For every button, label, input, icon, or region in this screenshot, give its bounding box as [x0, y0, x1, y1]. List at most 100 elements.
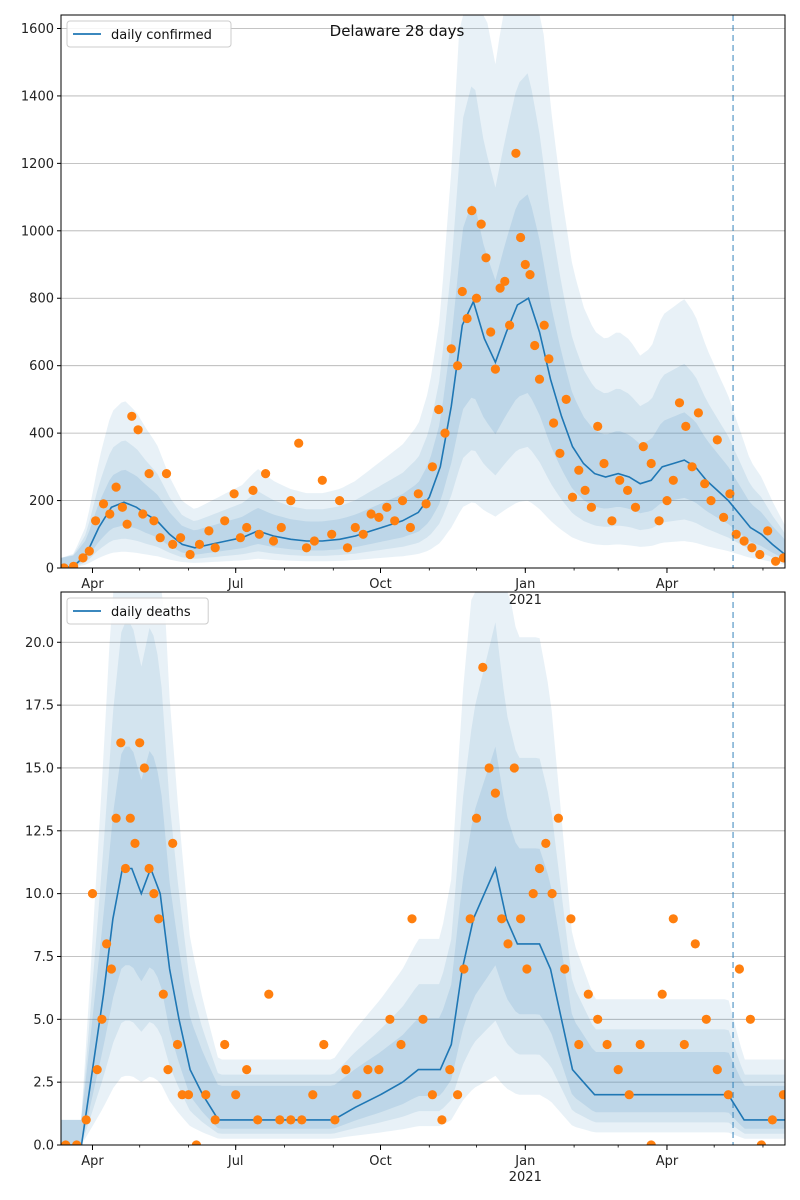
- data-point: [330, 1115, 340, 1125]
- uncertainty-band: [61, 592, 785, 1145]
- data-point: [490, 788, 500, 798]
- y-tick-label: 200: [29, 494, 54, 509]
- data-point: [553, 813, 564, 823]
- data-point: [599, 458, 609, 469]
- data-point: [163, 1065, 173, 1075]
- x-tick-label: Jul: [227, 577, 244, 592]
- data-point: [154, 914, 164, 924]
- data-point: [235, 533, 245, 543]
- data-point: [135, 738, 145, 748]
- data-point: [91, 516, 101, 526]
- uncertainty-band: [61, 746, 785, 1145]
- data-point: [229, 489, 239, 499]
- data-point: [78, 553, 88, 563]
- data-point: [630, 502, 641, 512]
- data-point: [679, 1039, 689, 1050]
- y-tick-label: 15.0: [25, 761, 54, 776]
- data-point: [111, 813, 121, 823]
- data-point: [139, 763, 149, 773]
- data-point: [602, 1039, 612, 1050]
- data-point: [161, 469, 172, 479]
- data-point: [317, 475, 327, 485]
- data-point: [755, 549, 765, 560]
- data-point: [210, 543, 220, 553]
- data-point: [264, 989, 274, 999]
- data-point: [615, 475, 625, 485]
- data-point: [712, 1065, 722, 1075]
- data-point: [505, 320, 515, 330]
- data-point: [276, 522, 286, 533]
- data-point: [102, 939, 112, 949]
- data-point: [231, 1090, 241, 1100]
- data-point: [560, 964, 570, 974]
- data-point: [308, 1090, 318, 1100]
- data-point: [350, 522, 360, 533]
- data-point: [725, 489, 735, 499]
- data-point: [481, 253, 491, 263]
- y-tick-label: 1600: [21, 22, 54, 37]
- x-tick-label: Apr: [656, 1154, 679, 1169]
- data-point: [706, 496, 716, 506]
- data-point: [382, 502, 392, 512]
- data-point: [286, 1115, 296, 1125]
- data-point: [61, 563, 69, 568]
- data-point: [457, 286, 467, 297]
- axes-frame: [60, 591, 786, 1146]
- data-point: [690, 939, 700, 949]
- data-point: [254, 529, 264, 539]
- data-point: [168, 838, 178, 849]
- y-tick-label: 0: [46, 562, 54, 577]
- data-point: [668, 475, 678, 485]
- x-tick-year-label: 2021: [509, 1170, 542, 1185]
- data-point: [374, 1065, 384, 1075]
- plot-area: [61, 15, 785, 568]
- data-point: [352, 1090, 362, 1100]
- uncertainty-band: [61, 194, 785, 568]
- data-point: [731, 529, 741, 539]
- data-point: [756, 1140, 766, 1145]
- data-point: [248, 485, 258, 495]
- plot-area: [61, 592, 785, 1145]
- data-point: [149, 889, 159, 899]
- data-point: [580, 485, 590, 495]
- data-point: [261, 469, 271, 479]
- data-point: [687, 462, 697, 472]
- data-point: [363, 1065, 373, 1075]
- y-tick-label: 10.0: [25, 887, 54, 902]
- data-point: [453, 1090, 463, 1100]
- y-tick-label: 20.0: [25, 636, 54, 651]
- data-point: [712, 435, 722, 445]
- data-point: [471, 293, 482, 303]
- data-point: [681, 421, 691, 431]
- y-tick-label: 5.0: [33, 1013, 54, 1028]
- data-point: [539, 320, 549, 330]
- data-point: [396, 1039, 406, 1050]
- data-point: [106, 964, 116, 974]
- data-point: [117, 502, 127, 512]
- data-point: [427, 1090, 437, 1100]
- y-tick-label: 600: [29, 359, 54, 374]
- y-tick-label: 17.5: [25, 699, 54, 714]
- data-point: [516, 914, 526, 924]
- data-point: [445, 1065, 455, 1075]
- data-point: [593, 1014, 603, 1024]
- data-point: [528, 889, 538, 899]
- legend-label: daily deaths: [111, 605, 191, 620]
- data-point: [183, 1090, 194, 1100]
- data-point: [341, 1065, 351, 1075]
- x-tick-label: Jul: [227, 1154, 244, 1169]
- data-point: [657, 989, 667, 999]
- data-point: [471, 813, 482, 823]
- data-point: [220, 516, 230, 526]
- data-point: [745, 1014, 756, 1024]
- data-point: [253, 1115, 263, 1125]
- data-point: [176, 533, 186, 543]
- data-point: [547, 889, 557, 899]
- y-tick-label: 1000: [21, 224, 54, 239]
- data-point: [613, 1065, 623, 1075]
- data-point: [453, 361, 463, 371]
- data-point: [719, 512, 729, 523]
- data-point: [92, 1065, 102, 1075]
- data-point: [138, 509, 148, 519]
- uncertainty-band: [61, 73, 785, 568]
